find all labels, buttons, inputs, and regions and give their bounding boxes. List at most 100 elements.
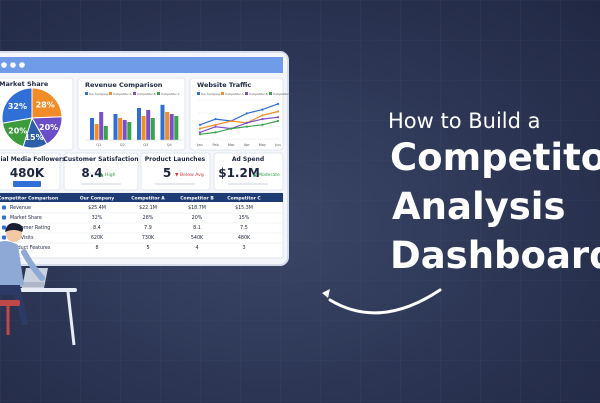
illustration [0,223,77,346]
point [214,131,217,134]
kpi-label: Social Media Followers [0,156,66,163]
laptop-base [6,282,44,287]
table-cell: 4 [195,245,198,251]
line-series [199,103,279,126]
x-tick-label: Jan [196,143,202,147]
table-cell: 8.1 [193,225,201,231]
table-cell: 730K [142,235,155,241]
pie-slice [1,117,33,148]
table-cell: Market Share [10,215,42,221]
point [276,102,280,105]
x-tick-label: Q4 [167,143,173,147]
kpi-note: ▲ High [100,172,116,178]
pie-chart: 32% 28% 20%15%20% [1,87,63,149]
headline: Dashboard [390,234,600,277]
row-icon [2,215,6,220]
decorative-arrow [328,288,442,315]
kpi-label: Customer Satisfaction [63,156,138,163]
x-tick-label: Mar [228,143,235,147]
point [245,125,248,128]
point [198,133,202,136]
pie-slice [31,87,63,119]
point [198,131,202,134]
legend-swatch [157,92,160,95]
kpi-value: $1.2M [218,166,260,180]
point [261,108,264,111]
arrow-head [322,289,330,298]
bar [103,126,108,140]
point [214,125,217,128]
table-header: Competitor C [227,196,261,202]
legend-label: Our Company [201,92,221,96]
x-tick-label: Q2 [120,143,125,147]
row-icon [2,205,6,210]
table-cell: 28% [143,215,154,221]
kpi-note: ▼ Below Avg [175,172,204,178]
bar [146,110,151,140]
headline-intro: How to Build a [388,109,541,133]
row-icon [2,235,6,240]
kpi-note: ▲ Moderate [253,172,280,178]
chair-seat [0,300,20,306]
panel [189,77,284,151]
point [214,123,217,126]
bar [169,114,174,140]
bar [113,114,118,140]
table-cell: 8.4 [93,225,101,231]
slice-label: 20% [39,123,58,132]
table-cell: 620K [91,235,104,241]
legend-label: Competitor A [225,92,244,96]
point [276,116,280,119]
bar [141,116,146,140]
row-icon [2,225,6,230]
x-tick-label: May [259,143,266,147]
table-cell: 8 [95,245,98,251]
table-cell: 3 [242,245,245,251]
legend-label: Competitor B [249,92,268,96]
legend-swatch [109,92,112,95]
kpi-button [13,181,41,187]
table-cell: 540K [191,235,204,241]
table-cell: 15% [239,215,250,221]
table-header-bg [0,193,283,202]
kpi-value: 5 [163,166,171,180]
legend-swatch [85,92,88,95]
point [261,118,264,121]
bar [90,118,94,140]
line-series [199,120,279,135]
x-tick-label: Q1 [96,143,101,147]
panel-title: Website Traffic [197,81,251,89]
window-dot [19,62,25,68]
line-chart: Our Company Competitor A Competitor B Compe… [196,92,292,147]
table-cell: Customer Rating [10,225,50,231]
point [230,127,233,130]
legend-label: Competitor A [113,92,132,96]
bar [94,124,99,140]
table-cell: $25.4M [88,205,106,211]
table-cell: 32% [92,215,103,221]
person-shirt [0,241,24,285]
table-header: Competitor A [131,196,165,202]
comparison-table: Competitor Comparison Our Company Competit… [0,196,283,251]
x-tick-label: Jun [274,143,280,147]
table-cell: $18.7M [188,205,206,211]
table-cell: $22.1M [139,205,157,211]
panel [213,152,284,191]
table-cell: $15.3M [235,205,253,211]
point [198,127,202,130]
point [261,123,264,126]
table-cell: 7.9 [144,225,152,231]
window-dot [10,62,16,68]
line-series [199,110,279,130]
legend-swatch [221,92,224,95]
table-cell: 20% [192,215,203,221]
table-header: Competitor B [180,196,214,202]
kpi-label: Product Launches [145,156,206,163]
table-cell: Revenue [10,205,31,211]
slice-label: 15% [24,133,43,142]
point [276,119,280,123]
bar [99,112,104,140]
legend-label: Our Company [89,92,109,96]
point [261,114,264,117]
